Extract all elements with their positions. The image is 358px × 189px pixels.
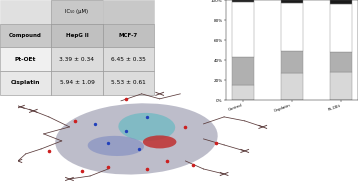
- Ellipse shape: [55, 103, 218, 174]
- Point: [92, 122, 98, 125]
- Point: [183, 125, 188, 128]
- Point: [213, 141, 219, 144]
- Point: [144, 167, 150, 170]
- Bar: [330, 4, 352, 52]
- Circle shape: [143, 135, 176, 148]
- Point: [46, 149, 52, 153]
- Bar: [232, 57, 254, 85]
- Bar: [330, 72, 352, 100]
- Point: [79, 170, 85, 173]
- Bar: [281, 51, 303, 73]
- Bar: [232, 0, 254, 2]
- Bar: [232, 2, 254, 57]
- Bar: [330, 52, 352, 72]
- Point: [136, 147, 142, 150]
- Point: [72, 119, 77, 122]
- Point: [144, 115, 150, 118]
- Point: [190, 163, 196, 167]
- Bar: [281, 3, 303, 51]
- Point: [123, 97, 129, 100]
- Bar: [281, 73, 303, 100]
- Ellipse shape: [88, 136, 144, 156]
- Bar: [330, 0, 352, 4]
- Bar: [281, 0, 303, 3]
- Point: [165, 160, 170, 163]
- Point: [123, 129, 129, 132]
- Point: [105, 165, 111, 168]
- Bar: [232, 85, 254, 100]
- Ellipse shape: [118, 113, 175, 141]
- Point: [105, 141, 111, 144]
